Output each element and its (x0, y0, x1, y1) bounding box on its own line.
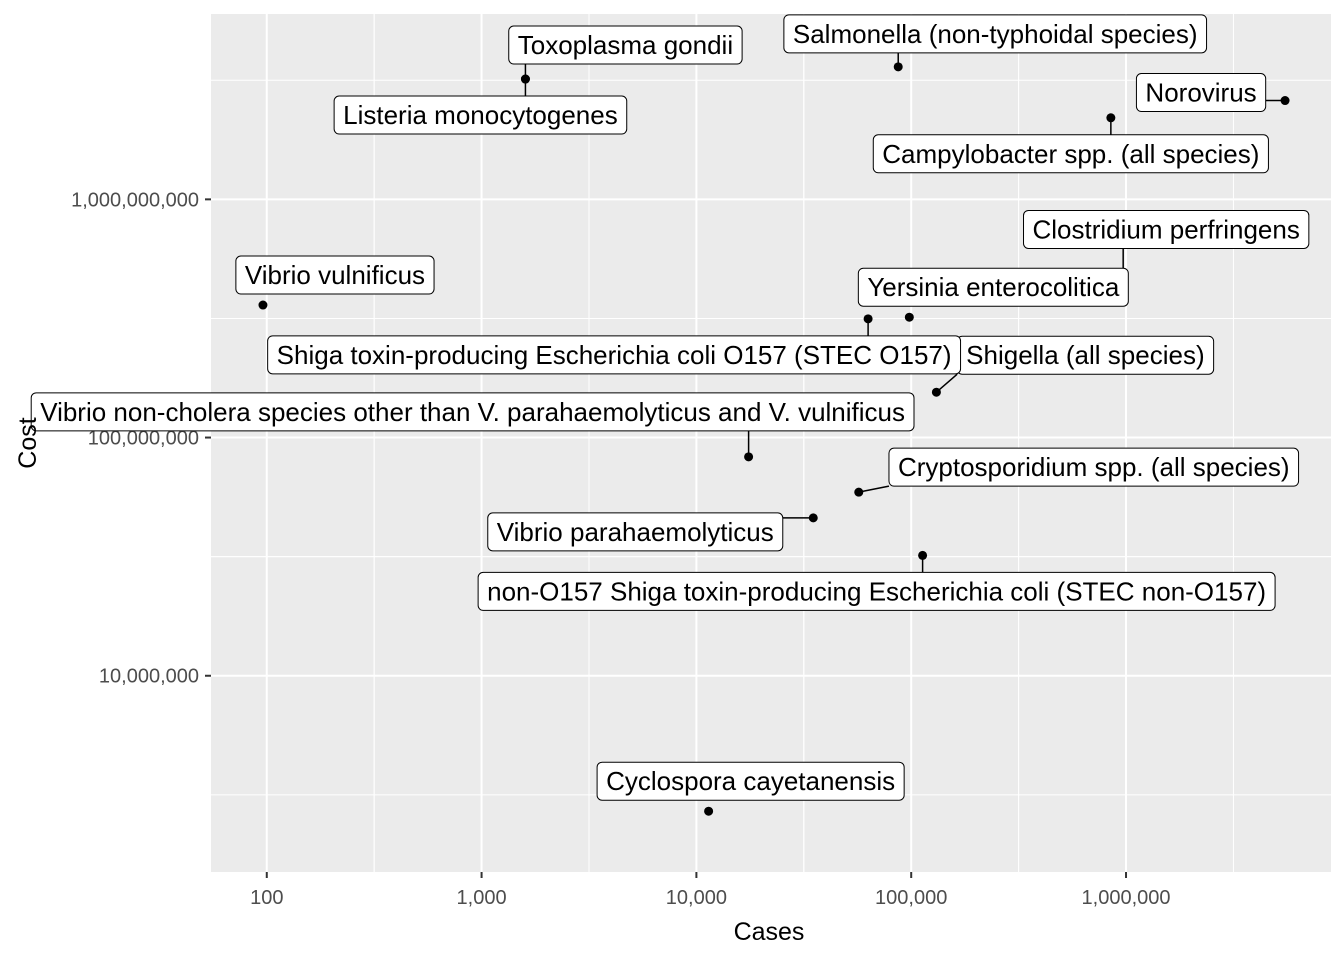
point-label-box (1023, 209, 1310, 249)
point-label-text: non-O157 Shiga toxin-producing Escherich… (487, 576, 1266, 606)
point-label-box (508, 25, 743, 65)
x-axis: 100 1,000 10,000 100,000 1,000,000 (250, 872, 1171, 909)
point-label-text: Cryptosporidium spp. (all species) (898, 452, 1290, 482)
point-label-text: Cyclospora cayetanensis (606, 766, 895, 796)
point-label-box (872, 134, 1269, 174)
y-tick-label: 1,000,000,000 (71, 189, 199, 211)
point-label-text: Salmonella (non-typhoidal species) (793, 19, 1198, 49)
x-tick-label: 10,000 (666, 887, 727, 909)
point-label-box (596, 761, 905, 801)
y-axis: 10,000,000 100,000,000 1,000,000,000 (71, 189, 211, 688)
point-label-text: Clostridium perfringens (1033, 214, 1300, 244)
point-label-box (267, 335, 962, 375)
point-label-box (30, 392, 915, 432)
x-tick-label: 100 (250, 887, 283, 909)
data-point (704, 806, 714, 816)
point-label-text: Toxoplasma gondii (518, 30, 733, 60)
x-tick-label: 1,000,000 (1082, 887, 1171, 909)
point-label-box (1135, 73, 1267, 113)
point-label-box (783, 14, 1208, 54)
x-tick-label: 100,000 (875, 887, 947, 909)
point-label-text: Shigella (all species) (966, 340, 1204, 370)
point-label-text: Campylobacter spp. (all species) (882, 139, 1259, 169)
y-axis-title: Cost (14, 417, 42, 468)
label-leader-line (935, 373, 958, 393)
x-tick-label: 1,000 (457, 887, 507, 909)
point-label-box (487, 512, 784, 552)
point-label-text: Listeria monocytogenes (343, 100, 618, 130)
point-label-box (477, 571, 1276, 611)
point-label-box (235, 255, 435, 295)
data-point (258, 300, 268, 310)
point-label-text: Yersinia enterocolitica (867, 272, 1120, 302)
point-label-text: Shiga toxin-producing Escherichia coli O… (277, 340, 952, 370)
point-label-box (333, 95, 628, 135)
data-point (904, 312, 914, 322)
point-label-text: Vibrio vulnificus (245, 260, 425, 290)
x-axis-title: Cases (734, 918, 805, 946)
point-labels: Toxoplasma gondii Salmonella (non-typhoid… (30, 14, 1310, 801)
point-label-box (857, 267, 1129, 307)
label-leader-line (858, 485, 890, 493)
point-label-box (888, 447, 1300, 487)
y-tick-label: 100,000,000 (88, 428, 199, 450)
y-tick-label: 10,000,000 (99, 666, 199, 688)
point-label-text: Vibrio parahaemolyticus (497, 517, 774, 547)
point-label-text: Norovirus (1145, 78, 1256, 108)
point-label-text: Vibrio non-cholera species other than V.… (40, 397, 905, 427)
